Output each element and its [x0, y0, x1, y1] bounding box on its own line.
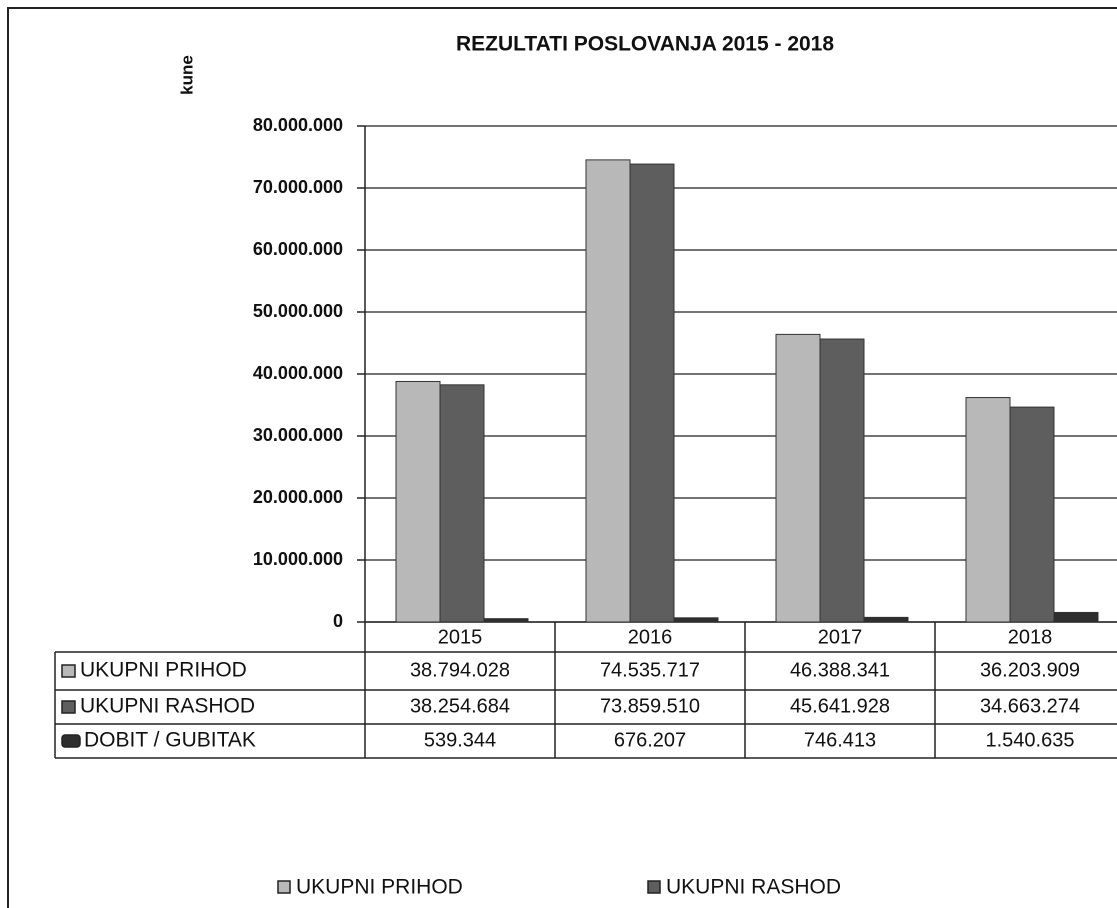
bar — [395, 380, 441, 623]
bar — [819, 338, 865, 623]
bar — [439, 384, 485, 623]
legend-label: UKUPNI PRIHOD — [296, 876, 463, 899]
x-tick-label: 2018 — [1008, 626, 1053, 648]
bar — [965, 397, 1011, 623]
y-tick-label: 0 — [333, 611, 343, 631]
table-value: 676.207 — [614, 729, 686, 751]
bar — [673, 617, 719, 623]
table-value: 38.254.684 — [410, 695, 510, 717]
y-tick-label: 20.000.000 — [253, 487, 343, 507]
table-value: 746.413 — [804, 729, 876, 751]
bar — [483, 618, 529, 623]
y-tick-label: 10.000.000 — [253, 549, 343, 569]
bar — [1053, 611, 1099, 623]
y-tick-label: 60.000.000 — [253, 239, 343, 259]
chart-title: REZULTATI POSLOVANJA 2015 - 2018 — [456, 33, 834, 56]
table-value: 38.794.028 — [410, 659, 510, 681]
y-tick-label: 30.000.000 — [253, 425, 343, 445]
table-value: 1.540.635 — [986, 729, 1075, 751]
table-row-label: UKUPNI RASHOD — [80, 695, 255, 718]
y-tick-label: 80.000.000 — [253, 115, 343, 135]
table-value: 45.641.928 — [790, 695, 890, 717]
table-value: 539.344 — [424, 729, 496, 751]
legend-swatch — [61, 700, 76, 714]
bar — [585, 159, 631, 623]
x-tick-label: 2015 — [438, 626, 483, 648]
table-row-label: DOBIT / GUBITAK — [84, 729, 256, 752]
table-row-label: UKUPNI PRIHOD — [80, 659, 247, 682]
y-axis-label: kune — [177, 55, 196, 95]
y-tick-label: 40.000.000 — [253, 363, 343, 383]
table-value: 34.663.274 — [980, 695, 1080, 717]
table-value: 74.535.717 — [600, 659, 700, 681]
table-value: 73.859.510 — [600, 695, 700, 717]
chart-border — [7, 7, 1117, 908]
table-value: 46.388.341 — [790, 659, 890, 681]
legend-swatch — [61, 734, 81, 748]
legend-label: UKUPNI RASHOD — [666, 876, 841, 899]
legend-swatch — [61, 664, 76, 678]
x-tick-label: 2016 — [628, 626, 673, 648]
bar — [775, 333, 821, 623]
bar — [629, 163, 675, 623]
table-value: 36.203.909 — [980, 659, 1080, 681]
legend-swatch — [277, 880, 291, 894]
x-tick-label: 2017 — [818, 626, 863, 648]
bar — [1009, 406, 1055, 623]
bar — [863, 616, 909, 623]
y-tick-label: 50.000.000 — [253, 301, 343, 321]
legend-swatch — [647, 880, 661, 894]
y-tick-label: 70.000.000 — [253, 177, 343, 197]
